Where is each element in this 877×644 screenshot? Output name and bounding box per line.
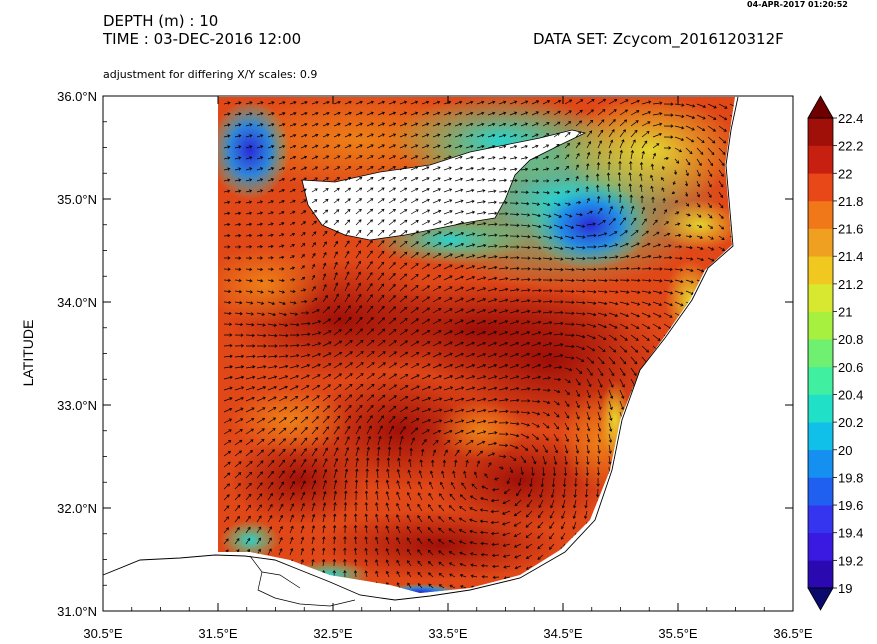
colorbar-label: 21.6 bbox=[838, 222, 863, 237]
colorbar-bin bbox=[808, 532, 833, 561]
adjustment-note: adjustment for differing X/Y scales: 0.9 bbox=[103, 68, 318, 81]
colorbar-label: 19.8 bbox=[838, 470, 863, 485]
colorbar-bin bbox=[808, 145, 833, 174]
colorbar-bin bbox=[808, 560, 833, 589]
colorbar-bin bbox=[808, 366, 833, 395]
x-tick-label: 30.5°E bbox=[83, 626, 123, 641]
colorbar-label: 20.4 bbox=[838, 387, 863, 402]
colorbar-bin bbox=[808, 477, 833, 506]
depth-label: DEPTH (m) : 10 bbox=[103, 12, 219, 30]
colorbar-label: 21 bbox=[838, 305, 852, 320]
y-tick-label: 33.0°N bbox=[57, 398, 97, 413]
x-tick-label: 35.5°E bbox=[658, 626, 698, 641]
colorbar-bin bbox=[808, 311, 833, 340]
colorbar-label: 22 bbox=[838, 166, 852, 181]
x-tick-label: 31.5°E bbox=[198, 626, 238, 641]
colorbar-frame bbox=[807, 117, 834, 589]
colorbar-bin bbox=[808, 200, 833, 229]
colorbar-label: 20.8 bbox=[838, 332, 863, 347]
x-axis: 30.5°E 31.5°E 32.5°E 33.5°E 34.5°E 35.5°E 36.5… bbox=[83, 96, 813, 641]
colorbar-bin bbox=[808, 422, 833, 451]
y-tick-label: 34.0°N bbox=[57, 295, 97, 310]
colorbar-label: 21.2 bbox=[838, 277, 863, 292]
colorbar-label: 21.4 bbox=[838, 249, 863, 264]
y-axis-label: LATITUDE bbox=[20, 320, 36, 387]
colorbar-bin bbox=[808, 173, 833, 202]
time-label: TIME : 03-DEC-2016 12:00 bbox=[103, 30, 302, 48]
colorbar-label: 20 bbox=[838, 443, 852, 458]
colorbar-bin bbox=[808, 118, 833, 146]
colorbar-max-arrow bbox=[807, 95, 834, 119]
colorbar-label: 19.4 bbox=[838, 526, 863, 541]
colorbar-label: 22.2 bbox=[838, 139, 863, 154]
colorbar-bin bbox=[808, 256, 833, 285]
y-tick-label: 31.0°N bbox=[57, 604, 97, 619]
y-axis: 31.0°N 32.0°N 33.0°N 34.0°N 35.0°N 36.0°N bbox=[57, 89, 793, 619]
x-tick-label: 36.5°E bbox=[773, 626, 813, 641]
colorbar-label: 19.2 bbox=[838, 553, 863, 568]
x-tick-label: 34.5°E bbox=[543, 626, 583, 641]
colorbar-bin bbox=[808, 449, 833, 478]
colorbar: 22.4 22.2 22 21.8 21.6 21.4 21.2 21 20.8 20.6 20.4… bbox=[807, 95, 863, 611]
timestamp-label: 04-APR-2017 01:20:52 bbox=[747, 0, 848, 9]
colorbar-bin bbox=[808, 228, 833, 257]
colorbar-label: 22.4 bbox=[838, 111, 863, 126]
x-tick-label: 32.5°E bbox=[313, 626, 353, 641]
dataset-label: DATA SET: Zcycom_2016120312F bbox=[533, 30, 784, 48]
y-tick-label: 36.0°N bbox=[57, 89, 97, 104]
colorbar-bin bbox=[808, 283, 833, 312]
colorbar-bin bbox=[808, 394, 833, 423]
y-tick-label: 35.0°N bbox=[57, 192, 97, 207]
colorbar-min-arrow bbox=[807, 587, 834, 611]
colorbar-label: 21.8 bbox=[838, 194, 863, 209]
colorbar-bin bbox=[808, 339, 833, 368]
nile-delta-coast bbox=[249, 555, 356, 607]
y-tick-label: 32.0°N bbox=[57, 501, 97, 516]
colorbar-label: 20.6 bbox=[838, 360, 863, 375]
colorbar-bin bbox=[808, 505, 833, 534]
colorbar-label: 19 bbox=[838, 581, 852, 596]
coastline bbox=[102, 96, 739, 601]
colorbar-label: 19.6 bbox=[838, 498, 863, 513]
colorbar-label: 20.2 bbox=[838, 415, 863, 430]
x-tick-label: 33.5°E bbox=[428, 626, 468, 641]
